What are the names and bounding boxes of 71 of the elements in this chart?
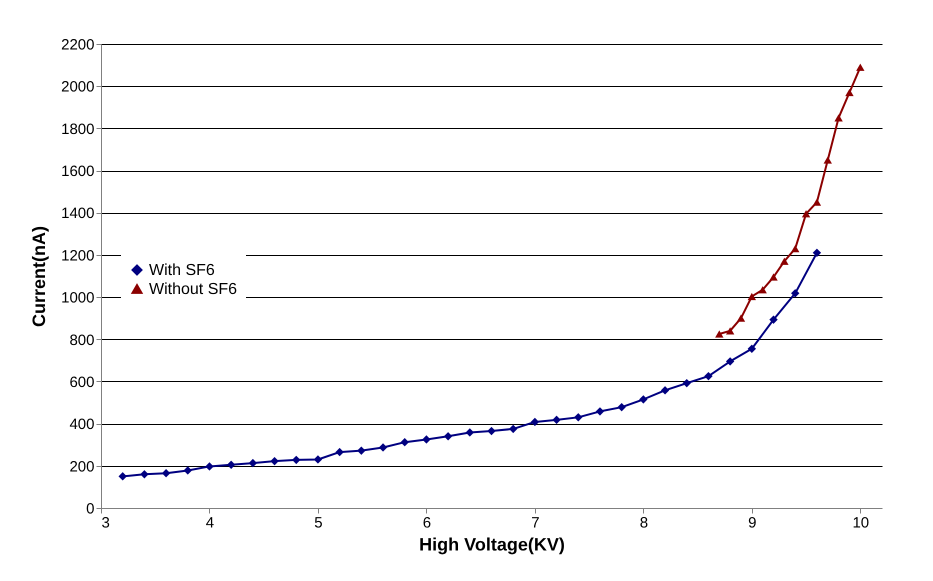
point [422, 435, 431, 444]
y-tick-label: 400 [69, 416, 94, 434]
x-tick-label: 8 [640, 514, 648, 532]
point [617, 403, 626, 412]
point [824, 156, 832, 164]
point [758, 286, 767, 294]
point [184, 466, 192, 475]
point [270, 456, 279, 466]
point [140, 470, 149, 478]
point [769, 315, 778, 324]
y-tick-label: 800 [69, 332, 94, 349]
point [704, 372, 713, 380]
x-tick-label: 7 [531, 514, 540, 532]
point [552, 416, 561, 424]
point [748, 292, 756, 300]
x-tick-label: 3 [102, 514, 110, 532]
y-tick-label: 1600 [61, 163, 94, 180]
point [812, 198, 822, 206]
legend-label: Without SF6 [149, 281, 238, 298]
point [682, 378, 691, 388]
x-tick-label: 5 [314, 514, 323, 532]
point [639, 395, 648, 404]
point [802, 210, 810, 218]
y-tick-label: 0 [86, 500, 94, 518]
point [715, 330, 724, 338]
point [748, 344, 756, 353]
point [357, 446, 366, 455]
point [574, 413, 582, 422]
point [726, 327, 734, 334]
x-axis-title: High Voltage(KV) [419, 534, 565, 554]
point [509, 424, 518, 434]
point [118, 472, 127, 481]
point [769, 273, 778, 281]
x-tick-label: 4 [206, 514, 214, 532]
point [335, 448, 344, 456]
point [378, 443, 388, 452]
point [530, 418, 540, 426]
x-tick-label: 10 [852, 514, 870, 532]
x-tick-label: 6 [422, 514, 432, 532]
point [791, 289, 800, 298]
point [791, 244, 800, 252]
point [487, 426, 496, 436]
point [780, 258, 789, 265]
point [856, 64, 864, 71]
point [292, 456, 300, 464]
point [736, 314, 746, 322]
point [834, 114, 843, 122]
point [596, 407, 604, 416]
y-tick-label: 1000 [61, 290, 94, 307]
point [248, 458, 258, 468]
y-axis-title: Current(nA) [29, 226, 50, 327]
point [444, 432, 452, 440]
point [660, 386, 670, 394]
y-tick-label: 600 [69, 374, 94, 391]
y-tick-label: 1800 [61, 120, 94, 138]
point [162, 469, 170, 478]
y-tick-label: 2200 [61, 36, 94, 54]
y-tick-label: 200 [69, 458, 94, 476]
y-tick-label: 2000 [61, 78, 94, 96]
point [466, 428, 474, 437]
y-tick-label: 1200 [61, 247, 94, 264]
point [205, 462, 214, 471]
point [314, 455, 322, 464]
point [226, 460, 236, 469]
point [400, 438, 409, 446]
y-tick-label: 1400 [61, 205, 94, 222]
point [726, 357, 734, 366]
point [812, 248, 822, 257]
x-tick-label: 9 [748, 514, 757, 532]
point [845, 88, 854, 96]
legend-label: With SF6 [149, 262, 215, 279]
